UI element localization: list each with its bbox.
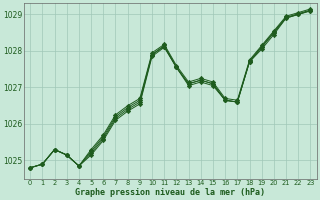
X-axis label: Graphe pression niveau de la mer (hPa): Graphe pression niveau de la mer (hPa) — [75, 188, 265, 197]
